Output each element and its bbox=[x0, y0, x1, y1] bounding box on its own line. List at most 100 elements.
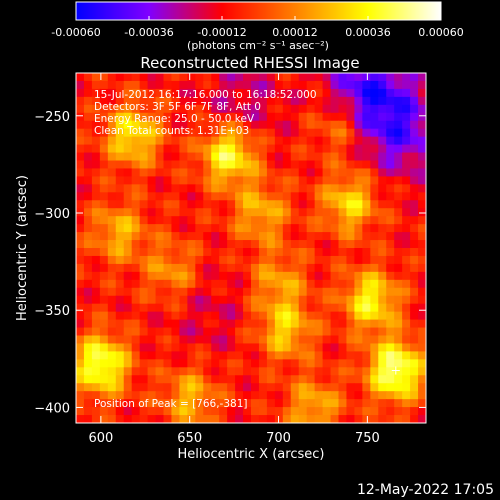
heatmap-cell bbox=[131, 168, 141, 177]
heatmap-cell bbox=[370, 120, 379, 130]
heatmap-cell bbox=[330, 73, 339, 82]
heatmap-cell bbox=[227, 144, 236, 154]
heatmap-cell bbox=[314, 96, 324, 106]
heatmap-cell bbox=[362, 112, 371, 122]
heatmap-cell bbox=[394, 128, 403, 138]
heatmap-cell bbox=[402, 287, 411, 297]
heatmap-cell bbox=[99, 224, 109, 233]
heatmap-cell bbox=[123, 311, 133, 321]
heatmap-cell bbox=[394, 73, 403, 82]
heatmap-cell bbox=[266, 271, 276, 281]
heatmap-cell bbox=[155, 255, 164, 265]
heatmap-cell bbox=[251, 208, 260, 217]
heatmap-cell bbox=[115, 224, 125, 233]
heatmap-cell bbox=[282, 287, 292, 297]
heatmap-cell bbox=[195, 303, 204, 313]
heatmap-cell bbox=[211, 391, 220, 400]
heatmap-cell bbox=[179, 311, 188, 321]
heatmap-cell bbox=[258, 375, 268, 384]
heatmap-cell bbox=[338, 271, 347, 281]
heatmap-cell bbox=[418, 128, 427, 138]
heatmap-cell bbox=[386, 351, 395, 360]
heatmap-cell bbox=[115, 232, 125, 241]
heatmap-cell bbox=[410, 311, 419, 321]
heatmap-cell bbox=[211, 279, 220, 289]
heatmap-cell bbox=[338, 383, 347, 392]
heatmap-cell bbox=[282, 248, 292, 257]
heatmap-cell bbox=[282, 168, 292, 177]
heatmap-cell bbox=[187, 73, 196, 82]
heatmap-cell bbox=[211, 375, 220, 384]
heatmap-cell bbox=[330, 279, 339, 289]
heatmap-cell bbox=[227, 255, 236, 265]
heatmap-cell bbox=[418, 351, 427, 360]
heatmap-cell bbox=[314, 343, 324, 352]
heatmap-cell bbox=[219, 216, 228, 225]
heatmap-cell bbox=[362, 73, 371, 82]
heatmap-cell bbox=[354, 351, 363, 360]
heatmap-cell bbox=[123, 407, 133, 416]
heatmap-cell bbox=[378, 73, 387, 82]
heatmap-cell bbox=[163, 160, 172, 169]
heatmap-cell bbox=[362, 240, 371, 249]
heatmap-cell bbox=[338, 216, 347, 225]
heatmap-cell bbox=[362, 351, 371, 360]
heatmap-cell bbox=[354, 192, 363, 201]
heatmap-cell bbox=[290, 295, 300, 305]
heatmap-cell bbox=[402, 240, 411, 249]
heatmap-cell bbox=[219, 359, 228, 368]
heatmap-cell bbox=[115, 104, 125, 114]
heatmap-cell bbox=[394, 327, 403, 336]
heatmap-cell bbox=[227, 96, 236, 106]
heatmap-cell bbox=[99, 255, 109, 265]
info-line: Detectors: 3F 5F 6F 7F 8F, Att 0 bbox=[94, 101, 261, 113]
heatmap-cell bbox=[107, 383, 117, 392]
heatmap-cell bbox=[330, 367, 339, 376]
heatmap-cell bbox=[195, 200, 204, 209]
heatmap-cell bbox=[131, 279, 141, 289]
heatmap-cell bbox=[338, 407, 347, 416]
heatmap-cell bbox=[195, 112, 204, 122]
heatmap-cell bbox=[171, 319, 180, 329]
heatmap-cell bbox=[338, 184, 347, 193]
heatmap-cell bbox=[155, 192, 164, 201]
heatmap-cell bbox=[354, 399, 363, 408]
heatmap-cell bbox=[370, 248, 379, 257]
heatmap-cell bbox=[306, 319, 316, 329]
heatmap-cell bbox=[346, 96, 355, 106]
heatmap-cell bbox=[187, 136, 196, 146]
heatmap-cell bbox=[243, 200, 252, 209]
heatmap-cell bbox=[338, 295, 347, 305]
heatmap-cell bbox=[131, 295, 141, 305]
heatmap-cell bbox=[330, 224, 339, 233]
heatmap-cell bbox=[203, 73, 212, 82]
chart-title: Reconstructed RHESSI Image bbox=[140, 54, 359, 72]
heatmap-cell bbox=[211, 112, 220, 122]
colorbar: -0.00060 -0.00036 -0.00012 0.00012 0.00036 0.… bbox=[51, 1, 464, 52]
heatmap-cell bbox=[410, 295, 419, 305]
heatmap-cell bbox=[354, 208, 363, 217]
heatmap-cell bbox=[235, 248, 244, 257]
heatmap-cell bbox=[330, 216, 339, 225]
heatmap-cell bbox=[314, 128, 324, 138]
heatmap-cell bbox=[155, 248, 164, 257]
heatmap-cell bbox=[107, 359, 117, 368]
heatmap-cell bbox=[179, 279, 188, 289]
heatmap-cell bbox=[123, 176, 133, 185]
heatmap-cell bbox=[378, 136, 387, 146]
heatmap-cell bbox=[354, 303, 363, 313]
heatmap-cell bbox=[107, 104, 117, 114]
heatmap-cell bbox=[258, 73, 268, 82]
heatmap-cell bbox=[171, 160, 180, 169]
heatmap-cell bbox=[171, 240, 180, 249]
colorbar-tick-label: -0.00012 bbox=[197, 26, 246, 39]
heatmap-cell bbox=[147, 112, 157, 122]
heatmap-cell bbox=[346, 240, 355, 249]
heatmap-cell bbox=[394, 136, 403, 146]
heatmap-cell bbox=[394, 415, 403, 424]
heatmap-cell bbox=[91, 415, 101, 424]
heatmap-cell bbox=[163, 319, 172, 329]
heatmap-cell bbox=[394, 112, 403, 122]
heatmap-cell bbox=[155, 391, 164, 400]
heatmap-cell bbox=[378, 144, 387, 154]
